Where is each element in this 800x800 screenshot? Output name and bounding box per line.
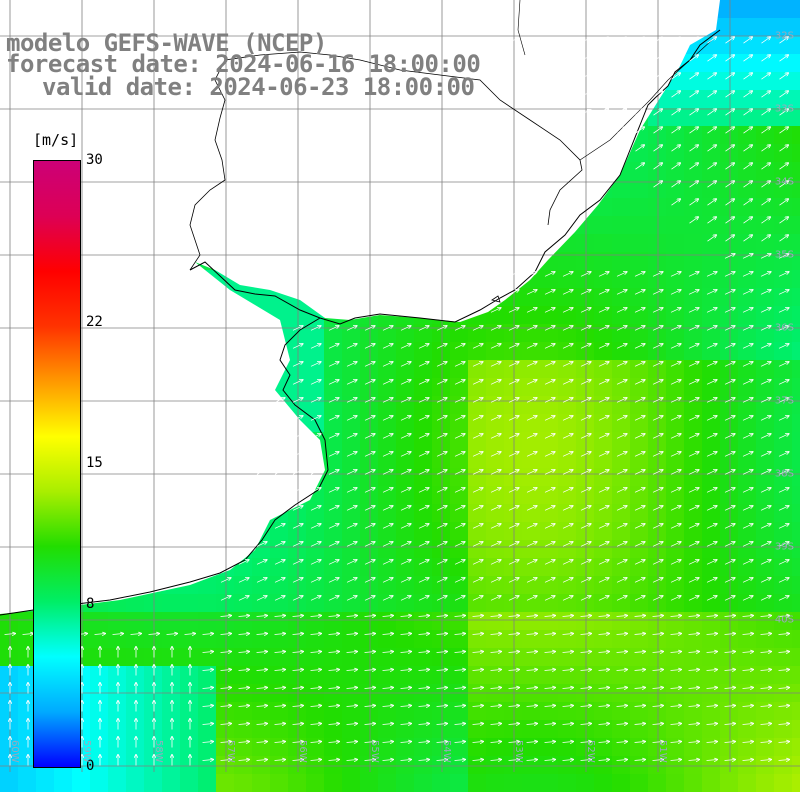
latitude-label: 33S <box>774 103 794 115</box>
colorbar <box>33 160 81 768</box>
colorbar-tick-label: 15 <box>86 455 103 471</box>
longitude-label: 53W <box>513 740 524 763</box>
colorbar-tick-label: 0 <box>86 758 95 774</box>
longitude-label: 52W <box>585 740 596 763</box>
colorbar-gradient <box>34 161 80 767</box>
model-title: modelo GEFS-WAVE (NCEP) <box>6 29 327 57</box>
latitude-label: 40S <box>774 614 794 626</box>
colorbar-unit: [m/s] <box>33 131 79 149</box>
coastline <box>0 0 721 616</box>
longitude-label: 51W <box>657 740 668 763</box>
longitude-label: 58W <box>153 740 164 763</box>
colorbar-tick-label: 30 <box>86 152 103 168</box>
longitude-label: 55W <box>369 740 380 763</box>
latitude-label: 36S <box>774 322 794 334</box>
latitude-label: 32S <box>774 30 794 42</box>
latitude-label: 34S <box>774 176 794 188</box>
longitude-label: 56W <box>297 740 308 763</box>
latitude-label: 39S <box>774 541 794 553</box>
longitude-label: 60W <box>9 740 20 763</box>
forecast-date: forecast date: 2024-06-16 18:00:00 <box>6 50 481 78</box>
colorbar-tick-label: 8 <box>86 596 95 613</box>
latitude-label: 38S <box>774 468 794 480</box>
colorbar-tick-label: 22 <box>86 313 103 330</box>
latitude-label: 37S <box>774 395 794 407</box>
longitude-label: 54W <box>441 740 452 763</box>
latitude-label: 35S <box>774 249 794 261</box>
valid-date: valid date: 2024-06-23 18:00:00 <box>42 73 475 101</box>
lat-lon-grid <box>0 0 800 772</box>
longitude-label: 57W <box>225 740 236 763</box>
longitude-label: 59W <box>81 740 92 763</box>
